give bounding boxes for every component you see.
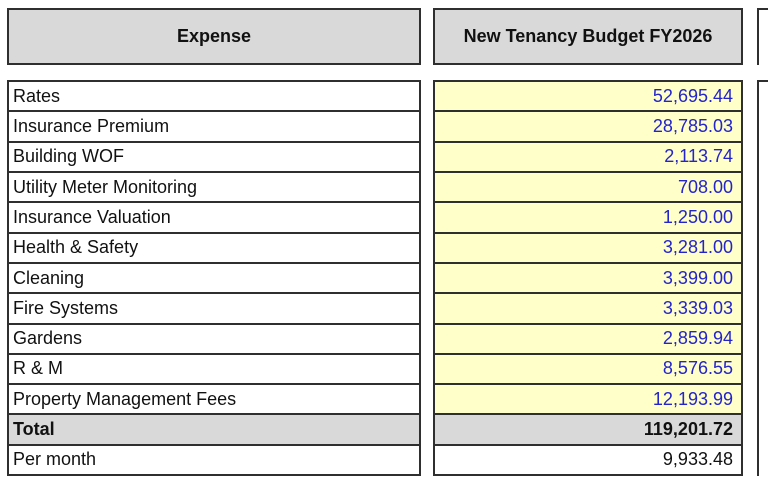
expense-cell-4[interactable]: Insurance Valuation bbox=[9, 201, 419, 232]
budget-value-cell-1[interactable]: 28,785.03 bbox=[435, 110, 741, 141]
expense-cell-6[interactable]: Cleaning bbox=[9, 261, 419, 293]
expense-cell-11[interactable]: Total bbox=[9, 413, 419, 444]
budget-value-cell-9[interactable]: 8,576.55 bbox=[435, 352, 741, 384]
budget-rows-block: 52,695.44 28,785.03 2,113.74 708.00 1,250.00… bbox=[433, 80, 743, 476]
budget-value-cell-6[interactable]: 3,399.00 bbox=[435, 261, 741, 293]
expense-cell-9[interactable]: R & M bbox=[9, 352, 419, 384]
expense-column-header[interactable]: Expense bbox=[7, 8, 421, 65]
budget-value-cell-11[interactable]: 119,201.72 bbox=[435, 413, 741, 444]
cropped-third-column-header bbox=[757, 8, 768, 65]
budget-value-cell-7[interactable]: 3,339.03 bbox=[435, 292, 741, 323]
cropped-third-column-body bbox=[757, 80, 768, 476]
budget-value-cell-10[interactable]: 12,193.99 bbox=[435, 383, 741, 414]
budget-value-cell-0[interactable]: 52,695.44 bbox=[435, 82, 741, 111]
budget-header-label: New Tenancy Budget FY2026 bbox=[463, 26, 713, 46]
expense-cell-3[interactable]: Utility Meter Monitoring bbox=[9, 170, 419, 202]
budget-value-cell-3[interactable]: 708.00 bbox=[435, 170, 741, 202]
expense-rows-block: Rates Insurance Premium Building WOF Utilit… bbox=[7, 80, 421, 476]
expense-header-label: Expense bbox=[176, 26, 252, 46]
expense-cell-10[interactable]: Property Management Fees bbox=[9, 383, 419, 414]
expense-cell-7[interactable]: Fire Systems bbox=[9, 292, 419, 323]
budget-value-cell-4[interactable]: 1,250.00 bbox=[435, 201, 741, 232]
budget-value-cell-12[interactable]: 9,933.48 bbox=[435, 443, 741, 475]
expense-cell-8[interactable]: Gardens bbox=[9, 322, 419, 353]
budget-value-cell-8[interactable]: 2,859.94 bbox=[435, 322, 741, 353]
budget-value-cell-2[interactable]: 2,113.74 bbox=[435, 140, 741, 171]
expense-cell-12[interactable]: Per month bbox=[9, 443, 419, 475]
expense-cell-2[interactable]: Building WOF bbox=[9, 140, 419, 171]
expense-cell-1[interactable]: Insurance Premium bbox=[9, 110, 419, 141]
expense-cell-5[interactable]: Health & Safety bbox=[9, 231, 419, 262]
expense-cell-0[interactable]: Rates bbox=[9, 82, 419, 111]
budget-column-header[interactable]: New Tenancy Budget FY2026 bbox=[433, 8, 743, 65]
budget-value-cell-5[interactable]: 3,281.00 bbox=[435, 231, 741, 262]
